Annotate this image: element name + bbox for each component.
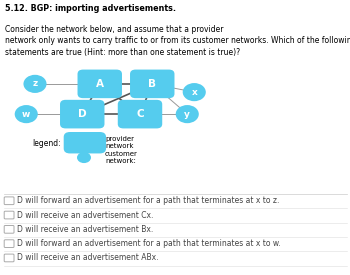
Text: legend:: legend:	[33, 139, 61, 147]
FancyBboxPatch shape	[4, 197, 14, 205]
Text: y: y	[184, 110, 190, 119]
Text: D will receive an advertisement Cx.: D will receive an advertisement Cx.	[17, 211, 154, 219]
Circle shape	[15, 105, 38, 123]
Text: provider
network: provider network	[105, 136, 134, 150]
Text: D will receive an advertisement Bx.: D will receive an advertisement Bx.	[17, 225, 153, 234]
Text: x: x	[191, 88, 197, 97]
Text: D will forward an advertisement for a path that terminates at x to z.: D will forward an advertisement for a pa…	[17, 196, 280, 205]
Text: D: D	[78, 109, 86, 119]
Text: D will forward an advertisement for a path that terminates at x to w.: D will forward an advertisement for a pa…	[17, 239, 281, 248]
Text: 5.12. BGP: importing advertisements.: 5.12. BGP: importing advertisements.	[5, 4, 176, 13]
FancyBboxPatch shape	[64, 132, 106, 153]
FancyBboxPatch shape	[60, 100, 104, 128]
Text: customer
network:: customer network:	[105, 151, 138, 164]
Circle shape	[23, 75, 47, 93]
Text: z: z	[33, 79, 37, 88]
FancyBboxPatch shape	[130, 70, 174, 98]
FancyBboxPatch shape	[118, 100, 162, 128]
Text: w: w	[22, 110, 30, 119]
Text: D will receive an advertisement ABx.: D will receive an advertisement ABx.	[17, 254, 159, 262]
FancyBboxPatch shape	[4, 254, 14, 262]
Circle shape	[176, 105, 199, 123]
FancyBboxPatch shape	[4, 211, 14, 219]
Text: Consider the network below, and assume that a provider
network only wants to car: Consider the network below, and assume t…	[5, 25, 350, 57]
Circle shape	[77, 152, 91, 163]
FancyBboxPatch shape	[4, 226, 14, 233]
FancyBboxPatch shape	[77, 70, 122, 98]
Text: C: C	[136, 109, 144, 119]
FancyBboxPatch shape	[4, 240, 14, 248]
Text: A: A	[96, 79, 104, 89]
Text: B: B	[148, 79, 156, 89]
Circle shape	[183, 83, 206, 101]
